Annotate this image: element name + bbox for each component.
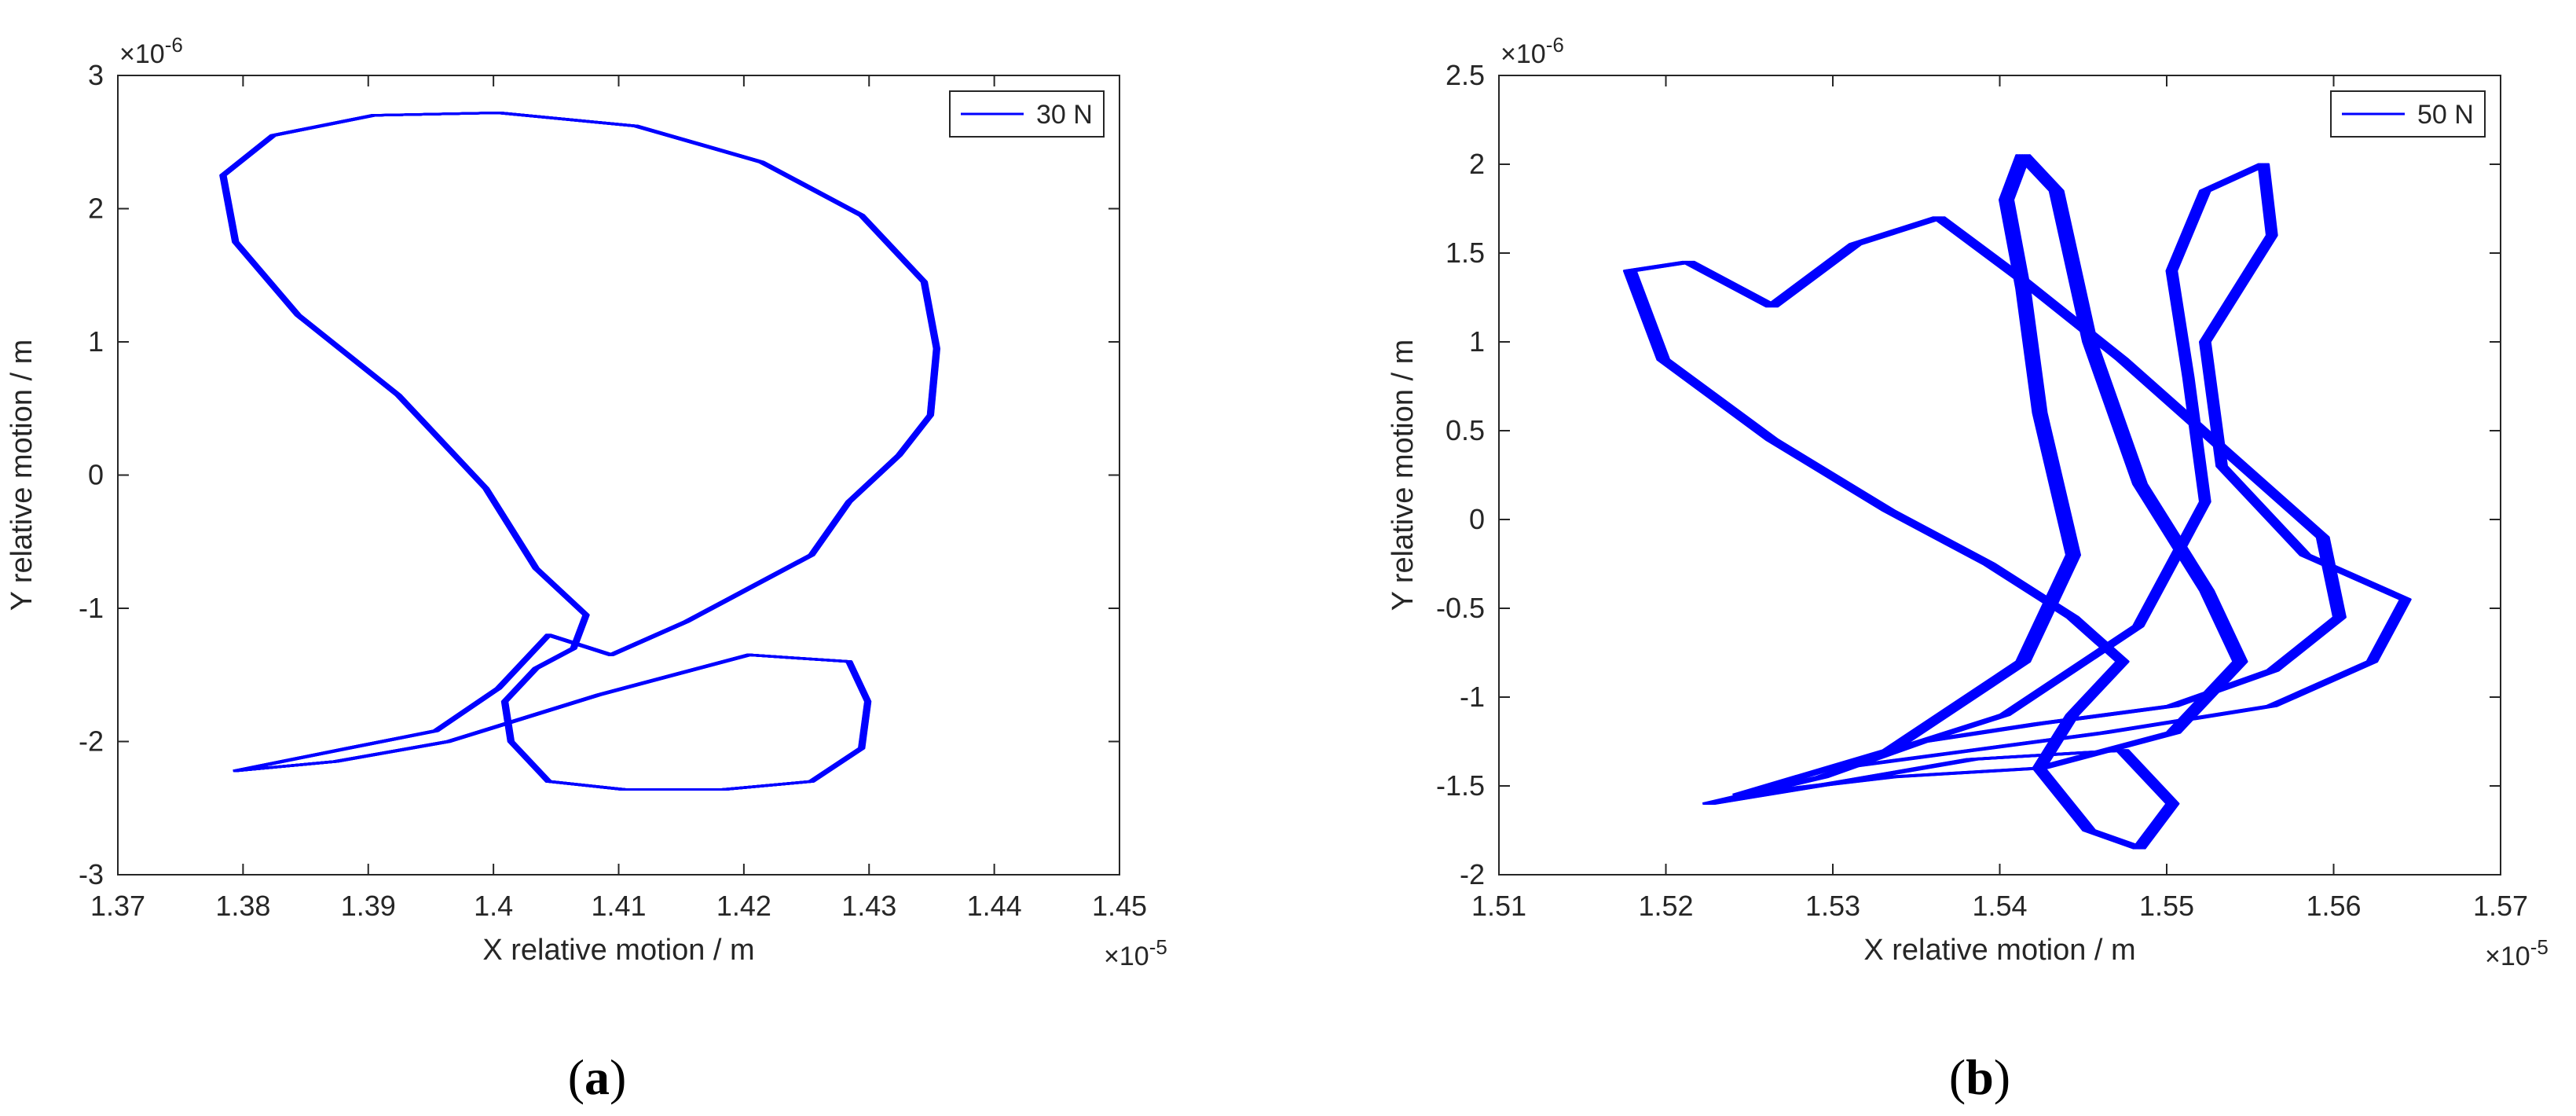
caption-open: ( — [568, 1049, 584, 1105]
panel-a: 1.37 1.38 1.39 1.4 1.41 1.42 1.43 1.44 1.45 -3 -2 -… — [5, 33, 1167, 1105]
y-exponent-power: -6 — [1546, 33, 1564, 57]
y-tick-label: 0.5 — [1446, 414, 1485, 446]
x-tick-label: 1.54 — [1972, 890, 2027, 922]
series-3-loop — [1842, 163, 2412, 769]
x-exponent-label: ×10-5 — [1104, 935, 1167, 971]
y-axis-label: Y relative motion / m — [1387, 340, 1420, 611]
y-tick-label: 3 — [88, 59, 104, 91]
x-tick-label: 1.38 — [215, 890, 270, 922]
series-1 — [1622, 216, 2347, 850]
y-tick-label: 2 — [1469, 148, 1485, 180]
x-tick-label: 1.43 — [841, 890, 896, 922]
x-tick-label: 1.53 — [1805, 890, 1860, 922]
y-exponent-power: -6 — [165, 33, 183, 57]
y-tick-label: 2.5 — [1446, 59, 1485, 91]
y-axis-label: Y relative motion / m — [5, 340, 38, 611]
panel-caption: (a) — [568, 1049, 627, 1105]
y-tick-label: 2 — [88, 193, 104, 225]
series-2-loop — [1746, 154, 2248, 796]
plot-area — [219, 112, 940, 791]
x-axis-label: X relative motion / m — [482, 934, 754, 967]
y-tick-label: 1 — [88, 325, 104, 358]
x-exponent-power: -5 — [2530, 935, 2549, 959]
y-tick-label: 0 — [1469, 503, 1485, 535]
legend-label: 50 N — [2417, 100, 2474, 130]
y-tick-label: -1 — [79, 592, 104, 624]
y-tick-label: -1 — [1460, 681, 1485, 713]
legend: 30 N — [949, 90, 1105, 138]
y-tick-label: 0 — [88, 459, 104, 491]
panel-b: 1.51 1.52 1.53 1.54 1.55 1.56 1.57-2-1.5-1-0.5… — [1387, 33, 2549, 1105]
plot-area — [1622, 154, 2412, 850]
panel-caption: (b) — [1949, 1049, 2010, 1105]
x-tick-label: 1.57 — [2473, 890, 2528, 922]
x-tick-label: 1.39 — [341, 890, 396, 922]
y-tick-label: -3 — [79, 858, 104, 890]
y-tick-label: -2 — [1460, 858, 1485, 890]
legend: 50 N — [2330, 90, 2486, 138]
x-axis-label: X relative motion / m — [1863, 934, 2135, 967]
x-tick-label: 1.56 — [2306, 890, 2361, 922]
x-tick-label: 1.51 — [1471, 890, 1526, 922]
series-2 — [1732, 154, 2248, 796]
series-3 — [1832, 163, 2412, 769]
x-exponent-power: -5 — [1149, 935, 1167, 959]
caption-close: ) — [1994, 1049, 2010, 1105]
caption-letter: b — [1966, 1049, 1994, 1105]
y-tick-label: -0.5 — [1436, 592, 1485, 624]
x-tick-label: 1.41 — [591, 890, 646, 922]
y-tick-label: -2 — [79, 725, 104, 758]
series-1-loop — [224, 112, 940, 791]
x-tick-label: 1.44 — [967, 890, 1022, 922]
caption-open: ( — [1949, 1049, 1966, 1105]
series-1-loop — [1634, 216, 2347, 850]
x-tick-label: 1.42 — [716, 890, 771, 922]
series-1 — [219, 112, 940, 791]
x-tick-label: 1.45 — [1092, 890, 1147, 922]
x-tick-label: 1.4 — [474, 890, 513, 922]
caption-letter: a — [584, 1049, 610, 1105]
x-tick-label: 1.37 — [90, 890, 145, 922]
caption-close: ) — [610, 1049, 626, 1105]
y-tick-label: -1.5 — [1436, 769, 1485, 802]
y-tick-label: 1 — [1469, 325, 1485, 358]
y-tick-label: 1.5 — [1446, 237, 1485, 269]
x-tick-label: 1.55 — [2139, 890, 2194, 922]
x-tick-label: 1.52 — [1638, 890, 1693, 922]
legend-label: 30 N — [1036, 100, 1093, 130]
